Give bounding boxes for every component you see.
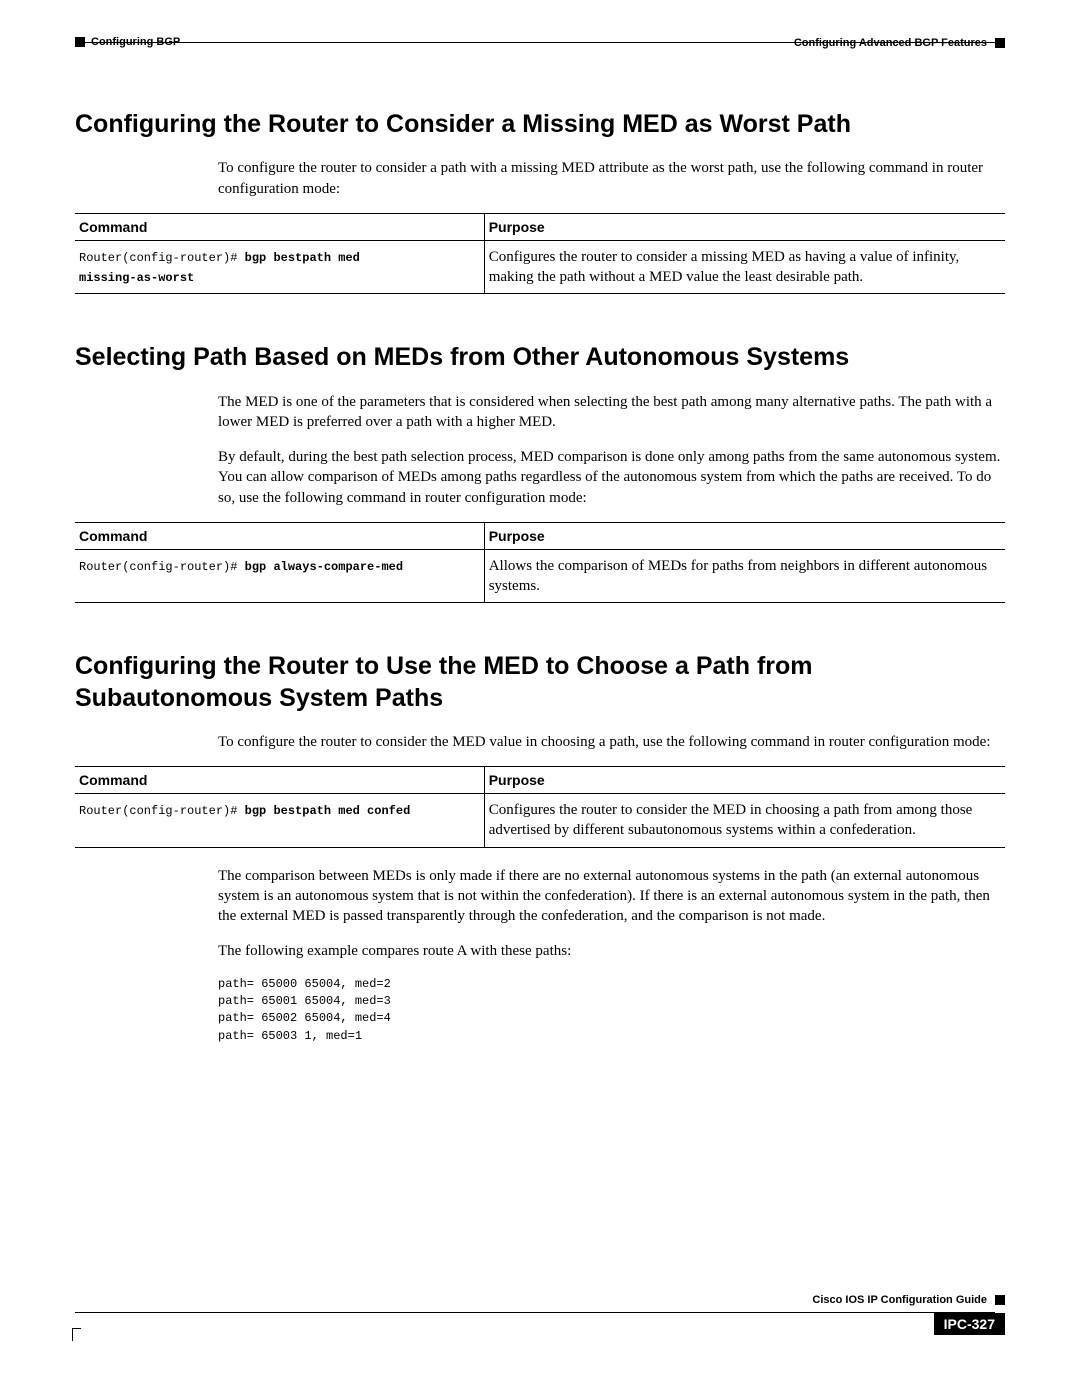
- table-header-command: Command: [75, 767, 484, 794]
- footer-guide-text: Cisco IOS IP Configuration Guide: [812, 1294, 987, 1306]
- section3-para1: To configure the router to consider the …: [218, 732, 1005, 752]
- header-marker-icon: [75, 37, 85, 47]
- footer-left-bracket-icon: [72, 1328, 81, 1341]
- section2-table: Command Purpose Router(config-router)# b…: [75, 522, 1005, 604]
- section3-table: Command Purpose Router(config-router)# b…: [75, 766, 1005, 848]
- table-cell-purpose: Configures the router to consider a miss…: [484, 240, 1005, 294]
- footer-marker-icon: [995, 1295, 1005, 1305]
- section3-para3: The following example compares route A w…: [218, 941, 1005, 961]
- section1-table: Command Purpose Router(config-router)# b…: [75, 213, 1005, 295]
- section1-para1: To configure the router to consider a pa…: [218, 158, 1005, 199]
- page-footer: Cisco IOS IP Configuration Guide IPC-327: [75, 1312, 1005, 1341]
- table-cell-command: Router(config-router)# bgp bestpath med …: [75, 240, 484, 294]
- table-header-row: Command Purpose: [75, 767, 1005, 794]
- table-header-purpose: Purpose: [484, 522, 1005, 549]
- section3-code-block: path= 65000 65004, med=2 path= 65001 650…: [218, 976, 1005, 1046]
- cmd-prompt: Router(config-router)#: [79, 251, 245, 265]
- table-header-command: Command: [75, 522, 484, 549]
- table-header-command: Command: [75, 213, 484, 240]
- header-section-marker-icon: [995, 38, 1005, 48]
- footer-row: IPC-327: [75, 1307, 1005, 1335]
- table-cell-purpose: Configures the router to consider the ME…: [484, 794, 1005, 848]
- section1-heading: Configuring the Router to Consider a Mis…: [75, 109, 1005, 140]
- header-section-text: Configuring Advanced BGP Features: [794, 37, 987, 49]
- page-header: Configuring BGP Configuring Advanced BGP…: [75, 36, 1005, 49]
- header-section: Configuring Advanced BGP Features: [75, 37, 1005, 49]
- section3-para2: The comparison between MEDs is only made…: [218, 866, 1005, 927]
- cmd-prompt: Router(config-router)#: [79, 804, 245, 818]
- cmd-text: bgp bestpath med: [245, 251, 360, 265]
- table-header-row: Command Purpose: [75, 213, 1005, 240]
- cmd-text: bgp always-compare-med: [245, 560, 403, 574]
- table-row: Router(config-router)# bgp always-compar…: [75, 549, 1005, 603]
- header-rule: [85, 42, 1005, 43]
- table-cell-command: Router(config-router)# bgp always-compar…: [75, 549, 484, 603]
- cmd-text2: missing-as-worst: [79, 271, 194, 285]
- table-row: Router(config-router)# bgp bestpath med …: [75, 794, 1005, 848]
- section2-para1: The MED is one of the parameters that is…: [218, 392, 1005, 433]
- page-number: IPC-327: [934, 1313, 1005, 1335]
- footer-guide: Cisco IOS IP Configuration Guide: [812, 1294, 1005, 1306]
- section2-para2: By default, during the best path selecti…: [218, 447, 1005, 508]
- section3-heading: Configuring the Router to Use the MED to…: [75, 651, 1005, 714]
- cmd-prompt: Router(config-router)#: [79, 560, 245, 574]
- table-cell-command: Router(config-router)# bgp bestpath med …: [75, 794, 484, 848]
- table-row: Router(config-router)# bgp bestpath med …: [75, 240, 1005, 294]
- table-header-row: Command Purpose: [75, 522, 1005, 549]
- table-cell-purpose: Allows the comparison of MEDs for paths …: [484, 549, 1005, 603]
- page: Configuring BGP Configuring Advanced BGP…: [0, 0, 1080, 1366]
- table-header-purpose: Purpose: [484, 213, 1005, 240]
- table-header-purpose: Purpose: [484, 767, 1005, 794]
- section2-heading: Selecting Path Based on MEDs from Other …: [75, 342, 1005, 373]
- cmd-text: bgp bestpath med confed: [245, 804, 411, 818]
